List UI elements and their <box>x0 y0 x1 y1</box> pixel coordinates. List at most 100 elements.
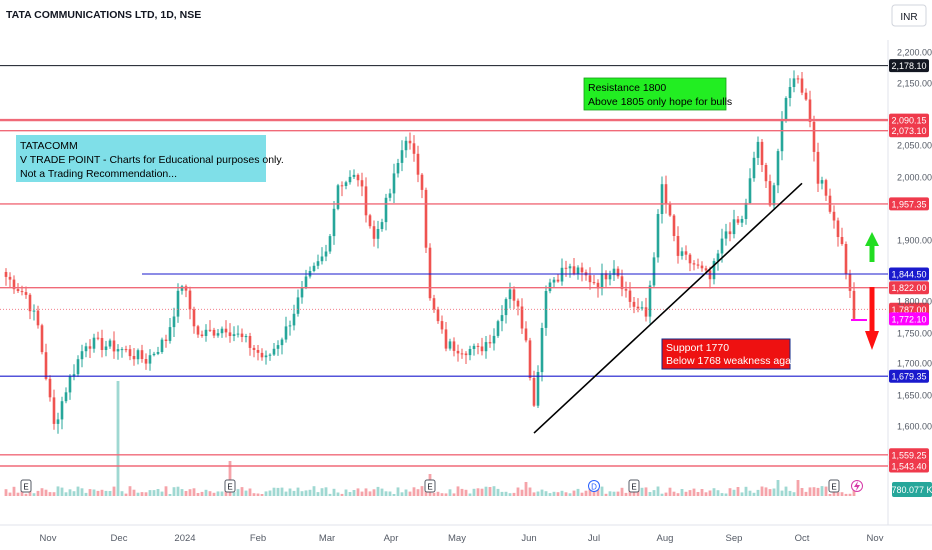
volume-bar <box>120 491 124 496</box>
event-marker-label: E <box>227 483 232 492</box>
volume-bar <box>440 493 444 496</box>
candle <box>652 252 656 288</box>
candle <box>844 241 848 280</box>
volume-readout-text: 780.077 K <box>891 485 932 495</box>
volume-bar <box>336 492 340 496</box>
support-note[interactable]: Support 1770 Below 1768 weakness again <box>661 338 799 370</box>
volume-bar <box>584 490 588 496</box>
candle <box>24 286 28 299</box>
volume-bar <box>488 487 492 496</box>
volume-bar <box>324 487 328 496</box>
volume-bar <box>40 488 44 496</box>
volume-bar <box>8 492 12 496</box>
candle <box>56 412 60 434</box>
volume-bar <box>816 487 820 496</box>
candle <box>576 265 580 280</box>
volume-bar <box>612 491 616 496</box>
price-level-tag: 1,772.10 <box>889 312 929 326</box>
candle <box>560 258 564 286</box>
flash-icon[interactable] <box>851 480 863 492</box>
volume-bar <box>136 492 140 496</box>
volume-bar <box>484 486 488 496</box>
candle <box>800 72 804 96</box>
red-down-arrow <box>865 287 879 350</box>
disclaimer-line-1: TATACOMM <box>20 140 78 152</box>
volume-bar <box>24 493 28 496</box>
candle <box>548 278 552 294</box>
candle <box>212 327 216 339</box>
candle <box>184 284 188 298</box>
volume-bar <box>352 490 356 496</box>
candle <box>152 351 156 357</box>
volume-bar <box>108 491 112 496</box>
candle <box>724 223 728 246</box>
volume-bar <box>276 487 280 496</box>
volume-bar <box>476 488 480 496</box>
volume-bar <box>272 487 276 496</box>
currency-button[interactable]: INR <box>891 4 927 27</box>
candle <box>80 344 84 368</box>
candle <box>344 180 348 190</box>
volume-bar <box>392 494 396 496</box>
volume-bar <box>92 489 96 496</box>
price-level-tag: 1,543.40 <box>889 459 929 473</box>
event-marker-label: E <box>831 483 836 492</box>
time-axis[interactable]: Nov Dec 2024 Feb Mar Apr May Jun Jul Aug Sep Oct Nov <box>40 533 884 544</box>
event-marker[interactable]: E <box>628 479 640 493</box>
event-marker[interactable]: E <box>224 479 236 493</box>
volume-bar <box>284 491 288 496</box>
uptrend-line[interactable] <box>533 182 803 434</box>
volume-bar <box>412 487 416 496</box>
candle <box>424 187 428 253</box>
candle <box>336 183 340 211</box>
volume-bar <box>700 489 704 496</box>
volume-bar <box>852 488 856 496</box>
candle <box>352 169 356 179</box>
disclaimer-note[interactable]: TATACOMM V TRADE POINT - Charts for Educ… <box>16 135 284 182</box>
volume-bar <box>408 491 412 496</box>
volume-bar <box>576 488 580 496</box>
candle <box>840 227 844 246</box>
candle <box>36 305 40 329</box>
candle <box>196 324 200 338</box>
event-marker[interactable]: E <box>424 479 436 493</box>
volume-bar <box>72 491 76 496</box>
candle <box>412 135 416 162</box>
event-marker[interactable]: E <box>20 479 32 493</box>
event-marker[interactable]: E <box>828 479 840 493</box>
x-tick-label: Mar <box>319 533 335 544</box>
candle <box>8 272 12 288</box>
candle <box>328 234 332 254</box>
candle <box>600 263 604 296</box>
x-tick-label: Dec <box>111 533 128 544</box>
candle <box>180 284 184 295</box>
volume-bar <box>808 487 812 496</box>
volume-bar <box>480 488 484 496</box>
volume-bar <box>68 489 72 496</box>
volume-bar <box>760 486 764 496</box>
candle <box>816 142 820 192</box>
candle <box>596 279 600 298</box>
candle <box>496 319 500 338</box>
price-level-tag-text: 1,772.10 <box>891 314 926 324</box>
price-axis[interactable]: 2,200.00 2,150.00 2,050.00 2,000.00 1,900.00… <box>897 48 932 432</box>
candle <box>452 337 456 357</box>
trendline[interactable] <box>533 182 803 434</box>
candle <box>768 174 772 207</box>
candle <box>376 220 380 249</box>
candle <box>468 345 472 361</box>
candle <box>84 342 88 358</box>
volume-bar <box>804 491 808 496</box>
candle <box>624 281 628 298</box>
candle <box>528 337 532 381</box>
volume-bar <box>400 492 404 496</box>
candle <box>540 322 544 382</box>
event-marker[interactable]: D <box>588 480 600 492</box>
candle <box>28 293 32 320</box>
candle <box>296 289 300 317</box>
volume-bar <box>776 480 780 496</box>
candle <box>744 198 748 225</box>
resistance-note[interactable]: Resistance 1800 Above 1805 only hope for… <box>583 77 732 111</box>
